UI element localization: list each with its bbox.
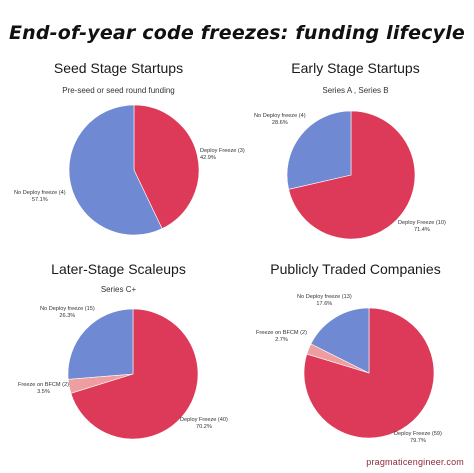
chart-subtitle-early: Series A , Series B [322, 86, 389, 95]
pie-slice-deploy-freeze [70, 308, 199, 440]
chart-subtitle-later: Series C+ [100, 285, 137, 294]
page-title: End-of-year code freezes: funding lifecy… [8, 22, 466, 44]
slice-label-public-deploy-freeze: Deploy Freeze (59) 79.7% [394, 431, 442, 444]
chart-title-seed: Seed Stage Startups [53, 60, 184, 76]
slice-label-seed-deploy-freeze: Deploy Freeze (3) 42.9% [200, 148, 245, 161]
slice-label-later-no-deploy-freeze: No Deploy freeze (15) 26.3% [40, 306, 95, 319]
slice-label-later-deploy-freeze: Deploy Freeze (40) 70.2% [180, 417, 228, 430]
pie-chart-seed [68, 104, 200, 236]
chart-title-public: Publicly Traded Companies [270, 261, 441, 277]
pie-slice-deploy-freeze [303, 307, 435, 439]
pie-slice-no-deploy-freeze [310, 307, 370, 374]
pie-slice-no-deploy-freeze [68, 104, 163, 236]
pie-slice-deploy-freeze [288, 110, 416, 240]
slice-label-early-deploy-freeze: Deploy Freeze (10) 71.4% [398, 220, 446, 233]
chart-title-later: Later-Stage Scaleups [51, 261, 186, 277]
slice-label-public-freeze-bfcm: Freeze on BFCM (2) 2.7% [256, 330, 307, 343]
pie-slice-no-deploy-freeze [286, 110, 352, 190]
pie-slice-deploy-freeze [133, 104, 200, 230]
pie-chart-early [286, 110, 416, 240]
pie-chart-public [303, 307, 435, 439]
slice-label-seed-no-deploy-freeze: No Deploy freeze (4) 57.1% [14, 190, 66, 203]
chart-subtitle-seed: Pre-seed or seed round funding [62, 86, 175, 95]
pie-chart-later [67, 308, 199, 440]
slice-label-early-no-deploy-freeze: No Deploy freeze (4) 28.6% [254, 113, 306, 126]
pie-slice-no-deploy-freeze [67, 308, 134, 380]
slice-label-later-freeze-bfcm: Freeze on BFCM (2) 3.5% [18, 382, 69, 395]
chart-title-early: Early Stage Startups [291, 60, 420, 76]
slice-label-public-no-deploy-freeze: No Deploy freeze (13) 17.6% [297, 294, 352, 307]
footer-credit: pragmaticengineer.com [366, 457, 464, 467]
